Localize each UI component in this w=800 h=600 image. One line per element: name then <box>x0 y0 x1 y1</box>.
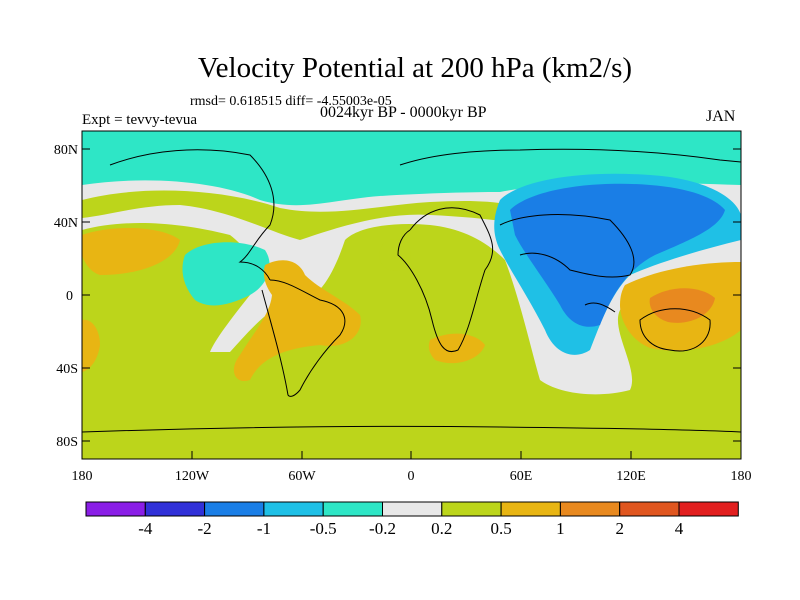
region-orange-south-america <box>233 260 361 381</box>
region-darkorange-australia <box>649 288 715 323</box>
colorbar-box <box>85 501 146 517</box>
lat-label: 40S <box>56 362 78 377</box>
region-green-africa-north <box>379 239 411 271</box>
colorbar-box <box>559 501 621 517</box>
lat-label: 40N <box>54 216 78 231</box>
lon-label: 120W <box>175 469 210 484</box>
lat-ticks <box>82 148 741 442</box>
rmsd-diff-stats: rmsd= 0.618515 diff= -4.55003e-05 <box>190 94 392 109</box>
colorbar-label: -1 <box>257 519 271 538</box>
lat-labels: 80N 40N 0 40S 80S <box>54 143 78 450</box>
region-orange-west-edge <box>82 319 100 372</box>
colorbar-label: 1 <box>556 519 565 538</box>
colorbar-label: -4 <box>138 519 153 538</box>
colorbar-box <box>441 501 502 517</box>
colorbar-box <box>263 501 324 517</box>
lon-label: 60W <box>288 469 316 484</box>
map-title: Velocity Potential at 200 hPa (km2/s) <box>197 52 633 84</box>
region-blue-asia <box>510 183 725 327</box>
lon-label: 180 <box>731 469 752 484</box>
lon-ticks <box>81 451 742 459</box>
colorbar-label: -0.2 <box>369 519 396 538</box>
region-teal-pacific <box>182 242 270 306</box>
lon-labels: 180 120W 60W 0 60E 120E 180 <box>72 469 752 484</box>
colorbar-box <box>144 501 206 517</box>
period-label: 0024kyr BP - 0000kyr BP <box>320 104 487 121</box>
colorbar-box <box>204 501 265 517</box>
colorbar-label: 0.2 <box>431 519 452 538</box>
lon-label: 0 <box>408 469 415 484</box>
month-label: JAN <box>706 108 736 125</box>
coastlines <box>82 148 741 433</box>
colorbar-label: 2 <box>615 519 624 538</box>
colorbar-label: -0.5 <box>310 519 337 538</box>
colorbar-label: -2 <box>198 519 212 538</box>
lat-label: 80S <box>56 435 78 450</box>
lon-label: 60E <box>510 469 533 484</box>
lon-label: 120E <box>616 469 646 484</box>
lat-label: 0 <box>66 289 73 304</box>
colorbar-label: 4 <box>675 519 684 538</box>
colorbar-label: 0.5 <box>490 519 511 538</box>
colorbar-box <box>382 501 443 517</box>
colorbar-labels: -4 -2 -1 -0.5 -0.2 0.2 0.5 1 2 4 <box>138 519 684 538</box>
experiment-label: Expt = tevvy-tevua <box>82 112 198 128</box>
lon-label: 180 <box>72 469 93 484</box>
lat-label: 80N <box>54 143 78 158</box>
colorbar-box <box>678 501 739 517</box>
region-orange-north-pacific <box>82 228 180 275</box>
colorbar-box <box>500 501 561 517</box>
colorbar-box <box>619 501 680 517</box>
region-orange-south-africa <box>428 333 485 364</box>
colorbar-box <box>322 501 384 517</box>
contour-field <box>82 131 741 459</box>
colorbar-boxes <box>85 501 739 517</box>
